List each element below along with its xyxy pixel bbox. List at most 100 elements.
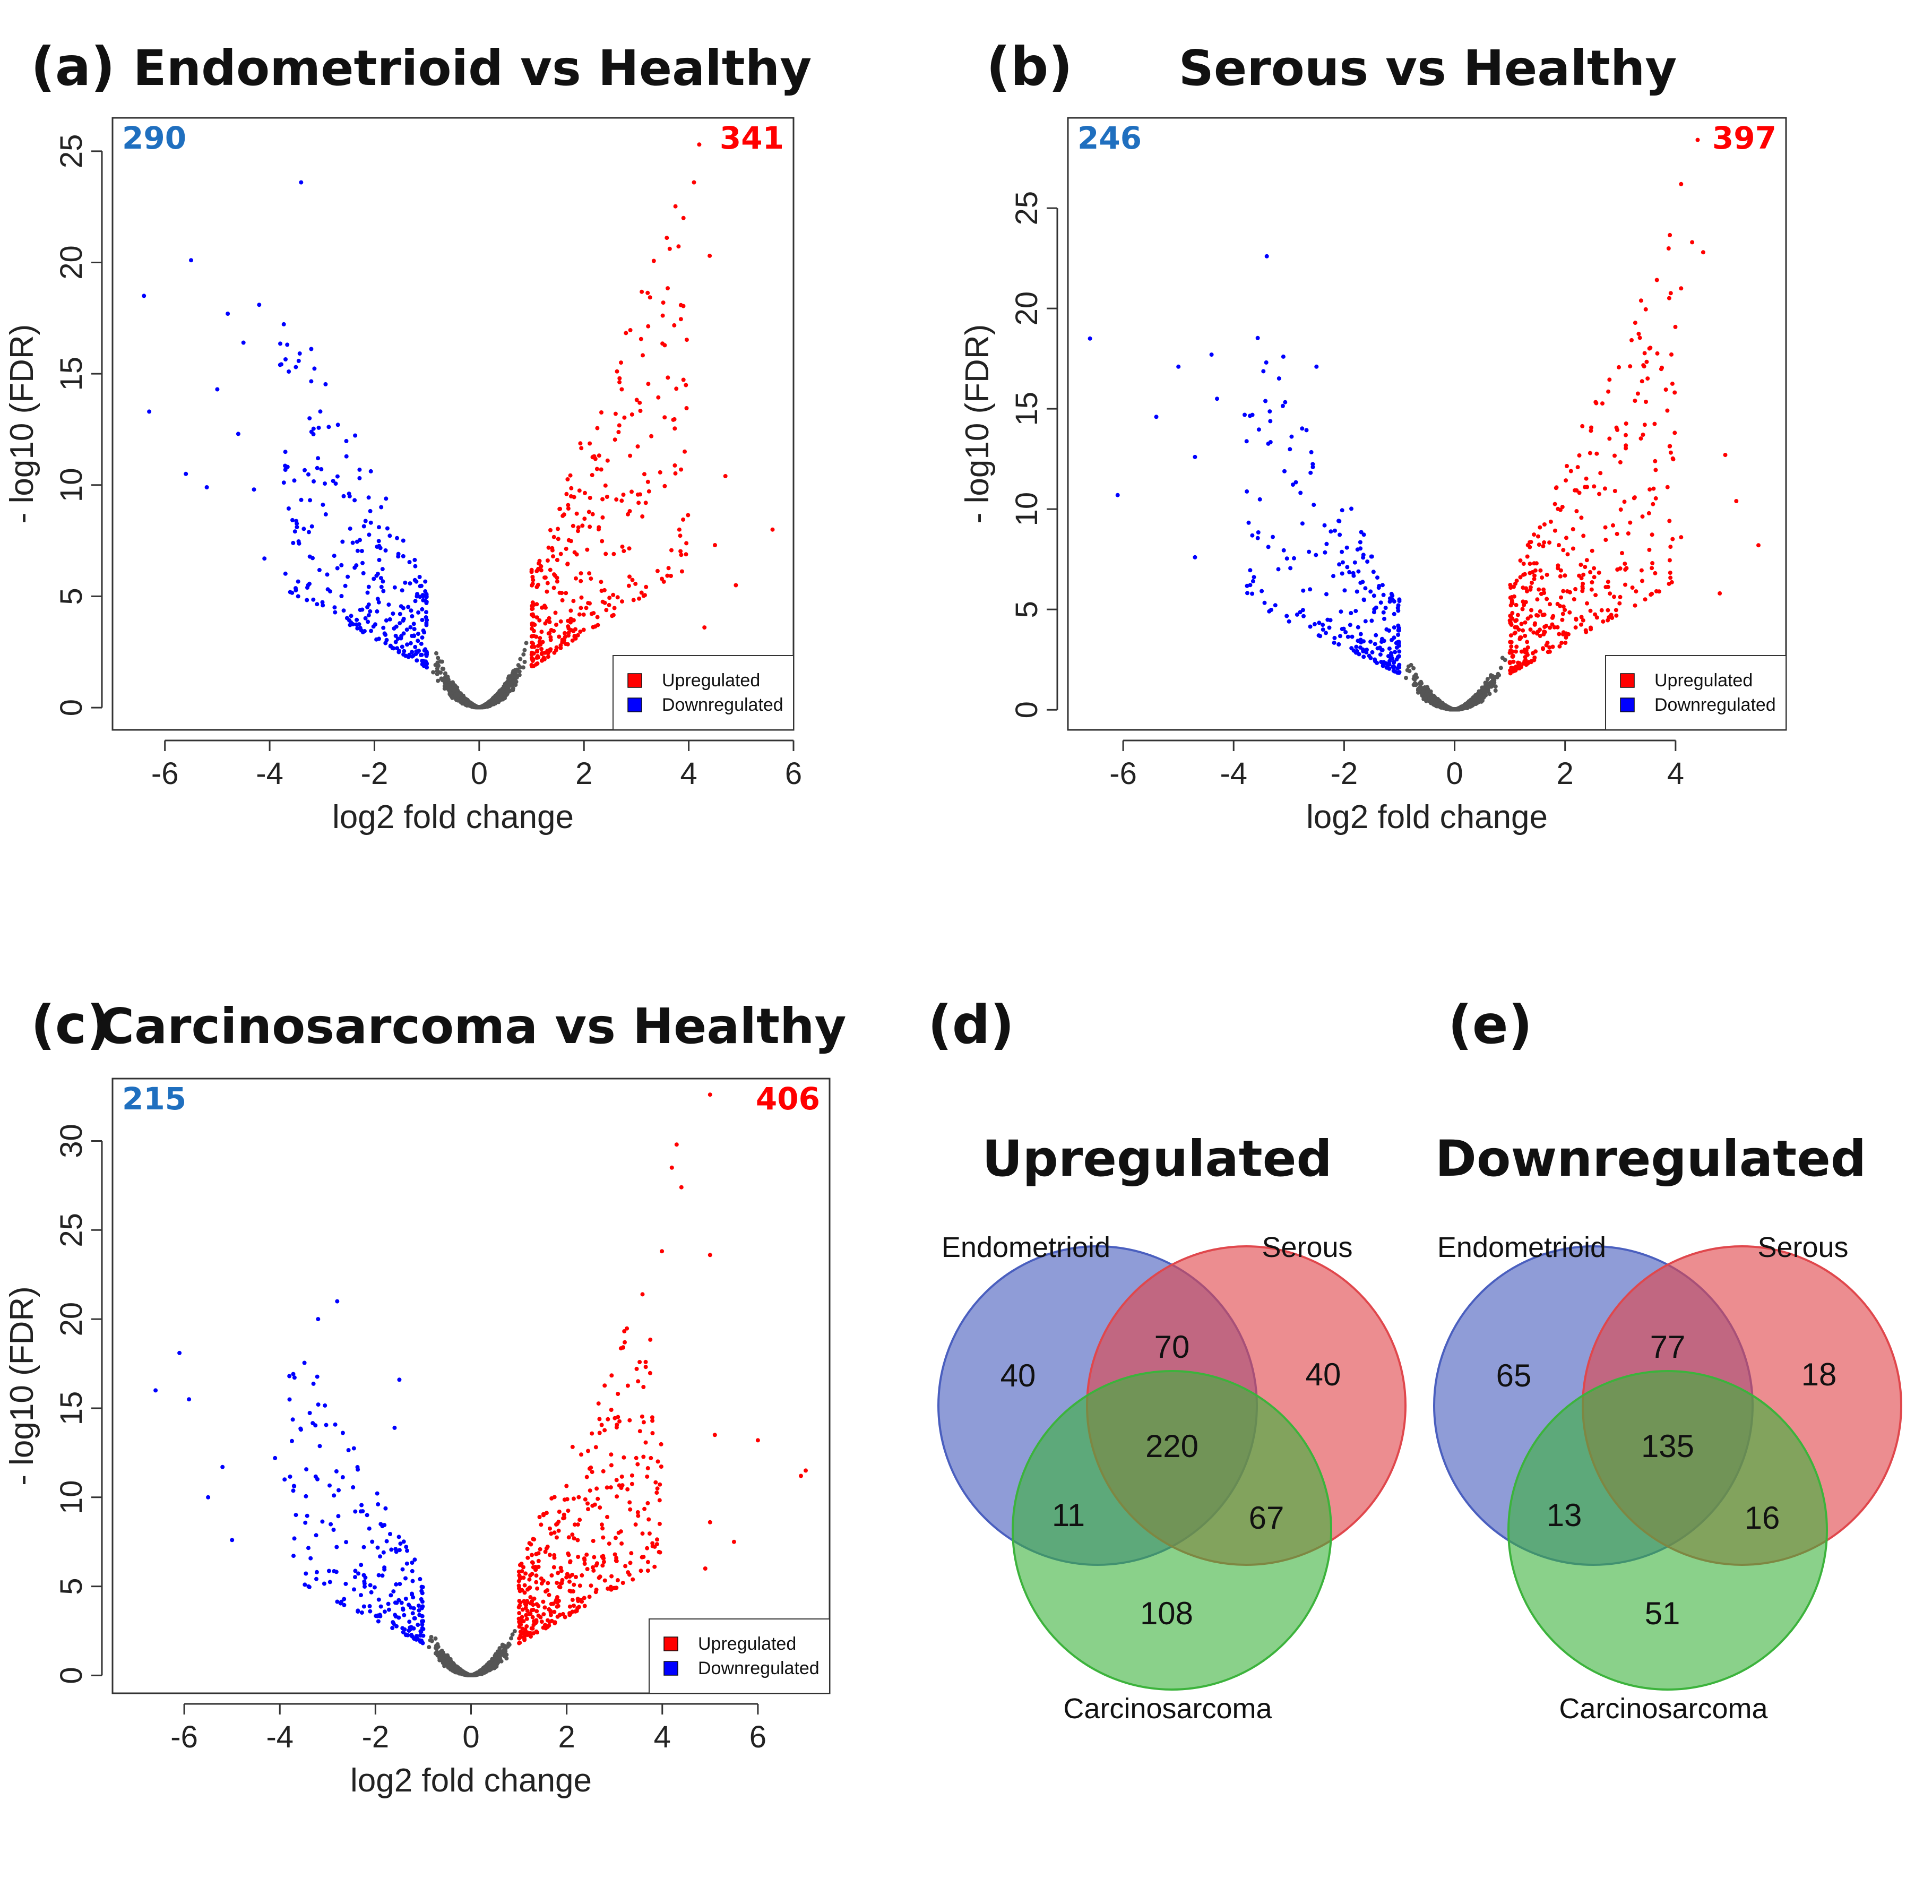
point-not-significant bbox=[476, 705, 481, 710]
point-upregulated bbox=[1593, 593, 1598, 598]
point-downregulated bbox=[307, 416, 312, 421]
point-downregulated bbox=[1349, 611, 1353, 615]
point-not-significant bbox=[1474, 693, 1479, 698]
point-upregulated bbox=[534, 615, 539, 620]
point-upregulated bbox=[622, 415, 627, 420]
point-upregulated bbox=[536, 643, 540, 648]
point-not-significant bbox=[1452, 707, 1457, 712]
volcano-panel-carcinosarcoma: (c) Carcinosarcoma vs Healthy -6 -4 -2 0 2 4 6… bbox=[4, 994, 846, 1799]
point-downregulated bbox=[1287, 619, 1291, 624]
point-downregulated bbox=[332, 605, 337, 610]
point-downregulated bbox=[1276, 567, 1281, 572]
point-downregulated bbox=[1338, 634, 1342, 639]
point-upregulated bbox=[1571, 527, 1575, 531]
point-downregulated bbox=[1262, 600, 1267, 605]
point-upregulated bbox=[681, 377, 686, 382]
point-downregulated bbox=[422, 648, 427, 653]
point-upregulated bbox=[684, 552, 688, 557]
point-downregulated bbox=[331, 479, 335, 484]
point-upregulated bbox=[1615, 531, 1619, 536]
point-downregulated bbox=[381, 625, 386, 630]
point-downregulated bbox=[391, 611, 395, 616]
point-upregulated bbox=[580, 523, 585, 528]
point-downregulated bbox=[241, 340, 246, 345]
point-upregulated bbox=[1542, 522, 1547, 527]
point-upregulated bbox=[640, 289, 644, 294]
point-downregulated bbox=[358, 538, 362, 542]
point-downregulated bbox=[1324, 541, 1329, 546]
point-upregulated bbox=[624, 331, 628, 335]
point-upregulated bbox=[593, 624, 598, 629]
point-not-significant bbox=[517, 669, 522, 674]
point-downregulated bbox=[1250, 591, 1255, 596]
point-upregulated bbox=[1601, 619, 1606, 624]
point-upregulated bbox=[1508, 585, 1513, 590]
point-upregulated bbox=[1599, 608, 1604, 613]
point-upregulated bbox=[1582, 485, 1587, 489]
point-upregulated bbox=[530, 607, 534, 611]
point-upregulated bbox=[1556, 506, 1560, 511]
point-downregulated bbox=[1301, 614, 1306, 618]
point-upregulated bbox=[574, 511, 579, 516]
point-upregulated bbox=[1547, 649, 1552, 654]
point-downregulated bbox=[368, 520, 373, 525]
point-upregulated bbox=[1555, 601, 1560, 606]
scatter-points bbox=[1088, 137, 1761, 712]
y-tick-label: 20 bbox=[54, 1302, 89, 1337]
point-upregulated bbox=[1660, 365, 1664, 370]
point-upregulated bbox=[655, 568, 660, 573]
point-upregulated bbox=[1561, 589, 1566, 593]
point-downregulated bbox=[424, 601, 429, 605]
point-upregulated bbox=[545, 558, 550, 563]
point-downregulated bbox=[1292, 556, 1296, 561]
point-upregulated bbox=[537, 618, 542, 623]
point-upregulated bbox=[1556, 563, 1560, 568]
point-upregulated bbox=[579, 446, 584, 451]
point-not-significant bbox=[513, 683, 518, 687]
point-downregulated bbox=[372, 576, 376, 581]
point-downregulated bbox=[374, 637, 379, 642]
point-upregulated bbox=[678, 549, 683, 554]
point-upregulated bbox=[1535, 597, 1540, 602]
scatter-points bbox=[153, 1092, 808, 1677]
point-upregulated bbox=[1653, 496, 1658, 501]
point-downregulated bbox=[1368, 589, 1373, 594]
point-upregulated bbox=[531, 614, 536, 618]
point-downregulated bbox=[368, 509, 373, 513]
point-upregulated bbox=[1628, 520, 1633, 525]
x-tick-label: -2 bbox=[1331, 756, 1358, 791]
point-downregulated bbox=[400, 644, 404, 649]
point-downregulated bbox=[419, 652, 424, 657]
point-downregulated bbox=[407, 560, 412, 564]
point-upregulated bbox=[1667, 581, 1671, 586]
point-downregulated bbox=[294, 365, 298, 369]
point-upregulated bbox=[723, 474, 728, 478]
point-downregulated bbox=[319, 467, 324, 471]
point-upregulated bbox=[532, 602, 537, 607]
point-upregulated bbox=[1538, 609, 1542, 614]
point-downregulated bbox=[301, 527, 306, 531]
point-upregulated bbox=[546, 654, 550, 659]
point-upregulated bbox=[1590, 580, 1594, 584]
point-upregulated bbox=[1647, 547, 1652, 552]
point-downregulated bbox=[1372, 593, 1376, 598]
point-downregulated bbox=[335, 423, 340, 427]
point-downregulated bbox=[316, 456, 321, 461]
point-upregulated bbox=[702, 625, 707, 630]
point-downregulated bbox=[317, 567, 322, 572]
point-upregulated bbox=[633, 581, 638, 586]
point-upregulated bbox=[1611, 523, 1615, 528]
point-downregulated bbox=[1193, 454, 1197, 459]
point-upregulated bbox=[1653, 468, 1658, 472]
point-downregulated bbox=[257, 303, 262, 307]
point-downregulated bbox=[1273, 603, 1278, 608]
point-not-significant bbox=[1435, 697, 1440, 702]
point-upregulated bbox=[669, 574, 673, 578]
point-upregulated bbox=[1508, 648, 1513, 653]
point-downregulated bbox=[420, 635, 425, 640]
point-downregulated bbox=[366, 495, 371, 500]
point-upregulated bbox=[1626, 531, 1631, 536]
point-downregulated bbox=[344, 438, 349, 443]
x-tick-label: -6 bbox=[1109, 756, 1137, 791]
point-upregulated bbox=[1670, 537, 1675, 541]
